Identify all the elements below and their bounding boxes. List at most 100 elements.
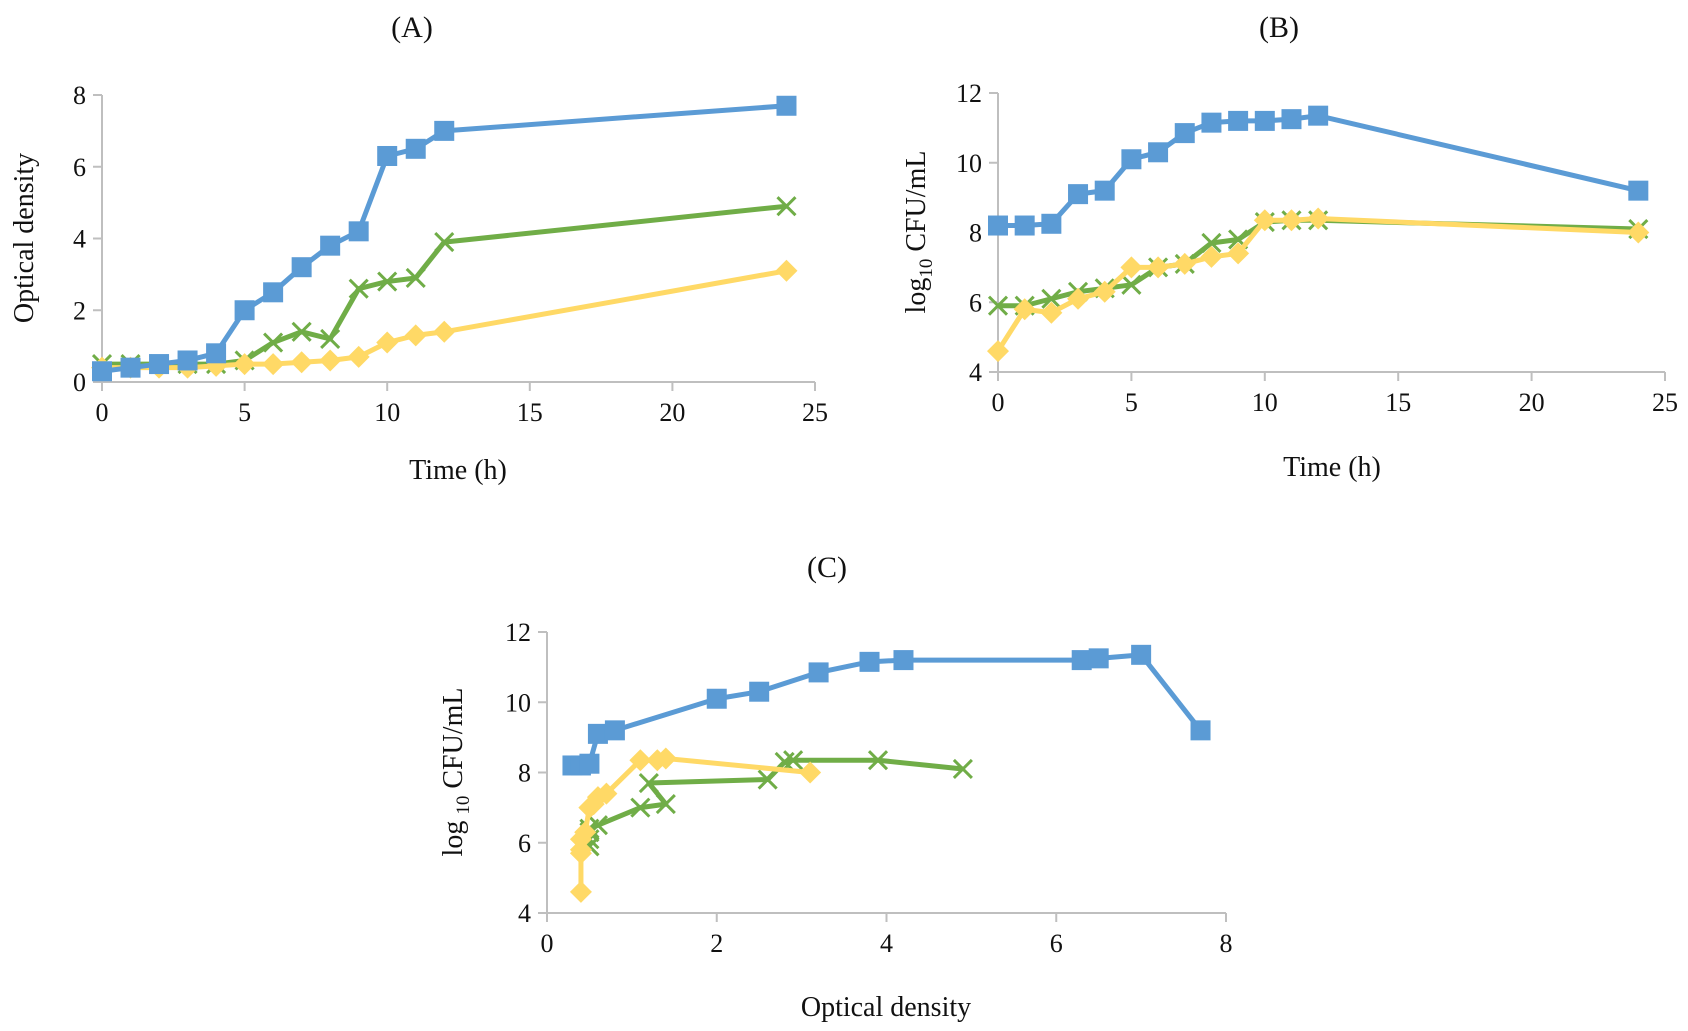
y-tick-label: 4 (518, 899, 531, 928)
data-point-square (1228, 110, 1249, 131)
series-line (995, 216, 1639, 353)
series-green-x (91, 196, 797, 375)
y-axis-label-unit: CFU/mL (901, 151, 932, 259)
panel-title: (B) (1259, 11, 1299, 44)
data-point-x (1041, 288, 1062, 309)
data-point-diamond (1093, 280, 1116, 303)
x-axis-label: Optical density (801, 992, 971, 1023)
data-point-diamond (1013, 298, 1036, 321)
data-point-x (867, 750, 889, 771)
x-tick-label: 8 (1220, 929, 1233, 958)
data-point-x (757, 769, 778, 790)
data-point-diamond (1253, 209, 1276, 232)
data-point-square (1131, 644, 1152, 665)
data-point-diamond (574, 821, 597, 844)
panel-c: (C) Optical density log 10 CFU/mL 4 6 8 10 12… (438, 551, 1233, 1023)
series-blue-square (988, 105, 1649, 236)
data-point-x (263, 332, 284, 353)
data-point-square (1281, 109, 1302, 130)
data-point-square (1068, 184, 1089, 205)
y-tick-label: 6 (518, 829, 531, 858)
data-point-square (263, 282, 284, 303)
data-point-x (952, 758, 973, 780)
data-point-square (604, 720, 625, 741)
y-axis-label-log: log (901, 278, 932, 314)
x-tick-label: 15 (1385, 388, 1411, 417)
series-yellow-diamond (987, 207, 1650, 363)
x-tick-label: 20 (659, 398, 685, 427)
data-point-diamond (290, 351, 313, 374)
data-point-x (783, 750, 804, 771)
data-point-square (808, 662, 829, 683)
y-tick-label: 4 (73, 225, 86, 254)
series-yellow-diamond (569, 747, 822, 903)
y-tick-label: 4 (969, 358, 982, 387)
data-point-x (1201, 232, 1222, 254)
data-point-diamond (1067, 287, 1090, 310)
data-point-square (348, 221, 369, 242)
x-tick-label: 5 (238, 398, 251, 427)
data-point-square (1094, 180, 1115, 201)
data-point-diamond (376, 331, 399, 354)
panel-title: (C) (807, 551, 847, 584)
x-tick-label: 0 (992, 388, 1005, 417)
data-point-x (987, 295, 1009, 316)
data-point-x (638, 772, 659, 794)
data-point-square (1308, 105, 1329, 126)
data-point-square (1014, 215, 1035, 236)
data-point-diamond (404, 324, 427, 347)
data-point-square (1041, 213, 1062, 234)
y-axis-label: Optical density (9, 153, 40, 323)
data-point-square (1174, 123, 1195, 144)
y-tick-label: 0 (73, 368, 86, 397)
x-tick-label: 4 (880, 929, 893, 958)
data-point-square (749, 681, 770, 702)
x-tick-label: 10 (374, 398, 400, 427)
data-point-x (1121, 274, 1142, 295)
y-tick-label: 10 (505, 688, 531, 717)
series-line (102, 268, 787, 371)
x-tick-label: 25 (1652, 388, 1678, 417)
data-point-x (434, 232, 455, 253)
data-point-diamond (629, 749, 652, 772)
data-point-square (320, 235, 341, 256)
data-point-square (377, 145, 398, 166)
data-point-square (405, 138, 426, 159)
x-tick-label: 6 (1050, 929, 1063, 958)
x-tick-label: 5 (1125, 388, 1138, 417)
data-point-x (630, 797, 651, 818)
data-point-square (120, 357, 141, 378)
y-tick-label: 12 (956, 79, 982, 108)
data-point-square (1190, 720, 1211, 741)
data-point-diamond (1280, 209, 1303, 232)
data-point-diamond (569, 842, 592, 865)
data-point-square (859, 651, 880, 672)
data-point-square (1201, 112, 1222, 133)
y-tick-label: 12 (505, 618, 531, 647)
data-point-diamond (775, 259, 798, 282)
data-point-diamond (1627, 221, 1650, 244)
data-point-square (291, 257, 312, 278)
data-point-square (177, 350, 198, 371)
data-point-square (776, 95, 797, 116)
panel-title: (A) (391, 11, 433, 44)
data-point-diamond (433, 320, 456, 343)
data-point-diamond (1200, 245, 1223, 268)
data-point-diamond (233, 353, 256, 376)
y-tick-label: 6 (73, 153, 86, 182)
data-point-diamond (987, 340, 1009, 363)
data-point-square (1088, 648, 1109, 669)
data-point-square (1254, 110, 1275, 131)
data-point-square (234, 300, 255, 321)
data-point-square (206, 343, 227, 364)
data-point-x (776, 196, 797, 217)
data-point-square (1071, 650, 1092, 671)
data-point-square (587, 723, 608, 744)
y-axis-label: log 10 CFU/mL (438, 688, 474, 857)
data-point-x (320, 328, 341, 350)
x-tick-label: 0 (541, 929, 554, 958)
data-point-diamond (319, 349, 342, 372)
y-tick-label: 10 (956, 149, 982, 178)
